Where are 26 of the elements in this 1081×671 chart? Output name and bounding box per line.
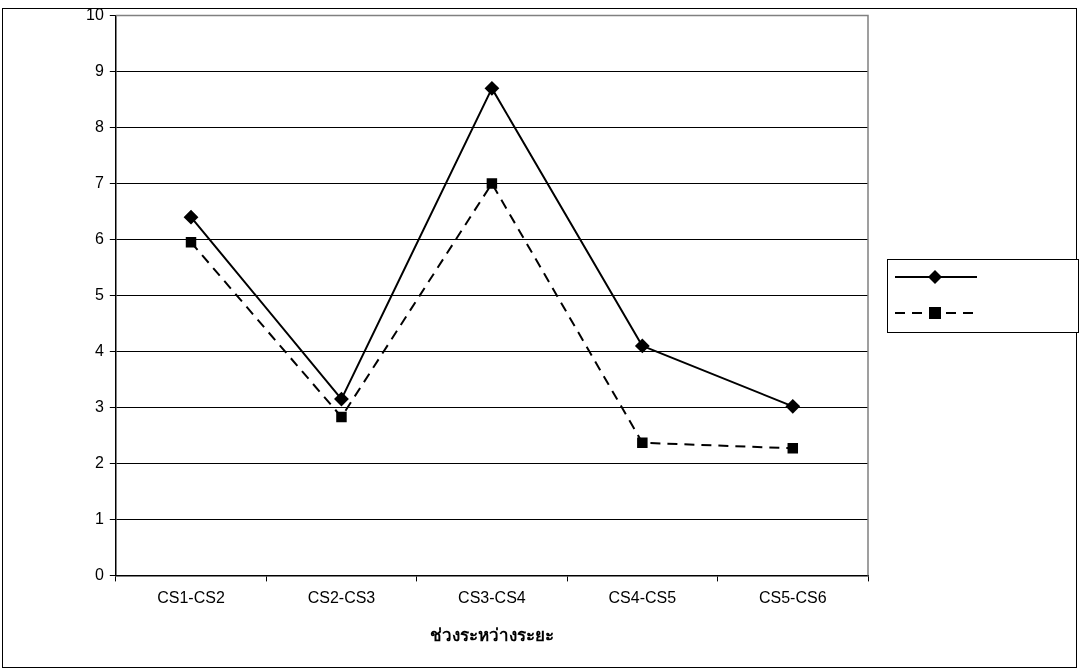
y-tick-label: 9: [94, 61, 104, 79]
x-tick-label: CS3-CS4: [458, 589, 526, 607]
y-tick-label: 7: [94, 173, 104, 191]
x-tick-label: CS1-CS2: [157, 589, 225, 607]
point: [184, 210, 199, 225]
point: [484, 81, 499, 96]
point: [336, 411, 347, 423]
point: [787, 443, 799, 454]
y-tick-label: 4: [94, 341, 104, 359]
x-tick-label: CS5-CS6: [758, 589, 827, 607]
y-tick-label: 3: [94, 397, 104, 415]
y-tick-label: 1: [94, 509, 104, 527]
point: [185, 237, 197, 248]
point: [486, 178, 498, 189]
point: [635, 338, 650, 353]
y-tick-label: 8: [94, 117, 104, 135]
y-tick-label: 0: [94, 565, 104, 583]
x-tick-label: CS2-CS3: [307, 589, 376, 607]
point: [334, 392, 349, 407]
x-axis-title: ช่วงระหว่างระยะ: [429, 626, 554, 646]
y-tick-label: 6: [94, 229, 104, 247]
y-tick-label: 5: [94, 285, 104, 303]
point: [637, 437, 648, 448]
y-tick-label: 2: [94, 453, 104, 471]
point: [785, 399, 800, 414]
x-tick-label: CS4-CS5: [608, 589, 677, 607]
